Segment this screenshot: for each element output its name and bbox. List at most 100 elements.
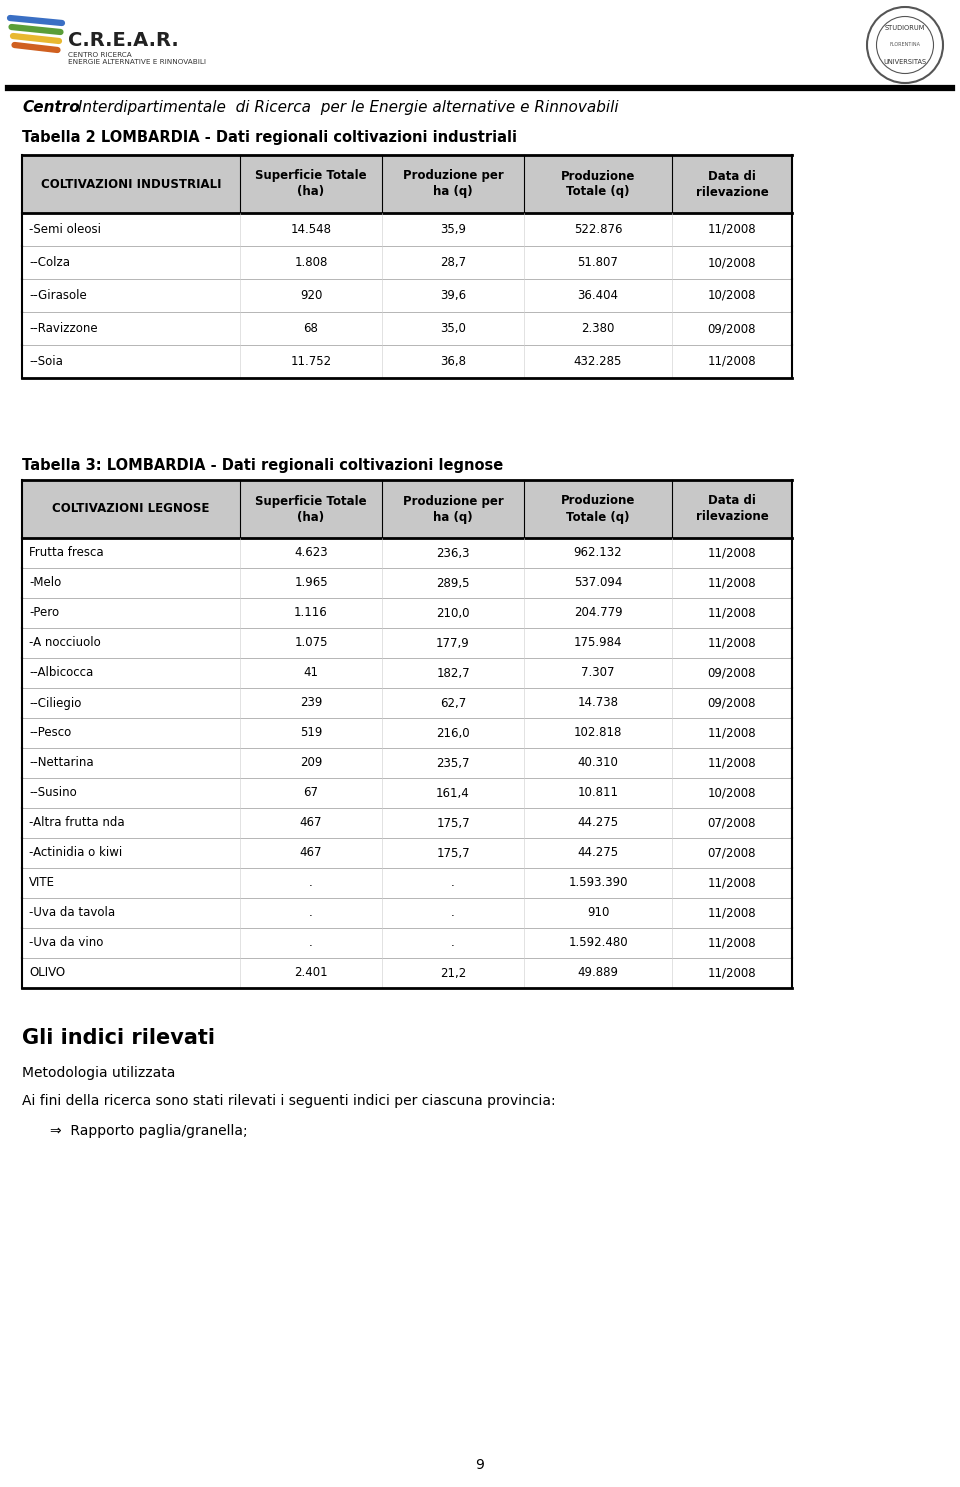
Text: 44.275: 44.275 [577, 846, 618, 859]
Text: --Pesco: --Pesco [29, 727, 71, 739]
Text: Superficie Totale
(ha): Superficie Totale (ha) [255, 495, 367, 523]
Text: 175,7: 175,7 [436, 816, 469, 830]
Text: 35,9: 35,9 [440, 223, 466, 236]
Text: Centro: Centro [22, 100, 80, 114]
Bar [22, 568, 792, 598]
Text: 11/2008: 11/2008 [708, 223, 756, 236]
Text: 182,7: 182,7 [436, 666, 469, 680]
Text: CENTRO RICERCA: CENTRO RICERCA [68, 52, 132, 58]
Text: 467: 467 [300, 816, 323, 830]
Text: 910: 910 [587, 907, 610, 919]
Text: --Soia: --Soia [29, 355, 62, 367]
Text: 11/2008: 11/2008 [708, 727, 756, 739]
Bar [22, 659, 792, 688]
Text: 49.889: 49.889 [578, 967, 618, 980]
Text: Data di
rilevazione: Data di rilevazione [696, 495, 768, 523]
Text: 62,7: 62,7 [440, 696, 467, 709]
Text: 1.965: 1.965 [294, 577, 327, 589]
Text: .: . [309, 907, 313, 919]
Text: 07/2008: 07/2008 [708, 846, 756, 859]
Text: -Pero: -Pero [29, 607, 60, 620]
Text: Data di
rilevazione: Data di rilevazione [696, 170, 768, 198]
Bar [22, 155, 792, 213]
Bar [22, 748, 792, 778]
Text: 2.401: 2.401 [294, 967, 327, 980]
Text: 09/2008: 09/2008 [708, 323, 756, 335]
Text: --Susino: --Susino [29, 787, 77, 800]
Bar [22, 538, 792, 568]
Text: --Nettarina: --Nettarina [29, 757, 94, 769]
Text: 36,8: 36,8 [440, 355, 466, 367]
Text: 537.094: 537.094 [574, 577, 622, 589]
Text: Produzione
Totale (q): Produzione Totale (q) [561, 170, 636, 198]
Text: 210,0: 210,0 [436, 607, 469, 620]
Text: Tabella 3: LOMBARDIA - Dati regionali coltivazioni legnose: Tabella 3: LOMBARDIA - Dati regionali co… [22, 458, 503, 473]
Text: 10/2008: 10/2008 [708, 288, 756, 302]
Bar [22, 245, 792, 280]
Bar [22, 839, 792, 868]
Text: 21,2: 21,2 [440, 967, 467, 980]
Bar [22, 213, 792, 245]
Text: 1.593.390: 1.593.390 [568, 876, 628, 889]
Text: 10/2008: 10/2008 [708, 256, 756, 269]
Text: --Colza: --Colza [29, 256, 70, 269]
Text: 4.623: 4.623 [294, 547, 327, 559]
Text: 67: 67 [303, 787, 319, 800]
Text: 522.876: 522.876 [574, 223, 622, 236]
Text: 175.984: 175.984 [574, 636, 622, 650]
Text: 10.811: 10.811 [578, 787, 618, 800]
Bar [22, 778, 792, 807]
Text: COLTIVAZIONI LEGNOSE: COLTIVAZIONI LEGNOSE [52, 503, 209, 516]
Text: Produzione per
ha (q): Produzione per ha (q) [402, 170, 503, 198]
Text: 11/2008: 11/2008 [708, 577, 756, 589]
Text: Produzione
Totale (q): Produzione Totale (q) [561, 495, 636, 523]
Text: C.R.E.A.R.: C.R.E.A.R. [68, 31, 179, 51]
Text: COLTIVAZIONI INDUSTRIALI: COLTIVAZIONI INDUSTRIALI [40, 177, 221, 190]
Bar [22, 807, 792, 839]
Bar [22, 718, 792, 748]
Bar [22, 598, 792, 628]
Text: .: . [309, 937, 313, 950]
Text: STUDIORUM: STUDIORUM [885, 25, 925, 31]
Text: 209: 209 [300, 757, 323, 769]
Text: 11/2008: 11/2008 [708, 757, 756, 769]
Text: -A nocciuolo: -A nocciuolo [29, 636, 101, 650]
Text: -Actinidia o kiwi: -Actinidia o kiwi [29, 846, 122, 859]
Text: 68: 68 [303, 323, 319, 335]
Text: Gli indici rilevati: Gli indici rilevati [22, 1028, 215, 1048]
Text: -Uva da tavola: -Uva da tavola [29, 907, 115, 919]
Text: 40.310: 40.310 [578, 757, 618, 769]
Text: 51.807: 51.807 [578, 256, 618, 269]
Text: 9: 9 [475, 1457, 485, 1472]
Bar [22, 898, 792, 928]
Text: 920: 920 [300, 288, 323, 302]
Text: 175,7: 175,7 [436, 846, 469, 859]
Text: 11/2008: 11/2008 [708, 876, 756, 889]
Text: 36.404: 36.404 [578, 288, 618, 302]
Text: 216,0: 216,0 [436, 727, 469, 739]
Text: 44.275: 44.275 [577, 816, 618, 830]
Bar [22, 928, 792, 958]
Text: 519: 519 [300, 727, 323, 739]
Bar [22, 345, 792, 378]
Text: Ai fini della ricerca sono stati rilevati i seguenti indici per ciascuna provinc: Ai fini della ricerca sono stati rilevat… [22, 1094, 556, 1108]
Bar [22, 688, 792, 718]
Text: 09/2008: 09/2008 [708, 666, 756, 680]
Text: 11/2008: 11/2008 [708, 937, 756, 950]
Text: 11/2008: 11/2008 [708, 967, 756, 980]
Text: -Semi oleosi: -Semi oleosi [29, 223, 101, 236]
Text: Frutta fresca: Frutta fresca [29, 547, 104, 559]
Bar [22, 280, 792, 312]
Text: 11/2008: 11/2008 [708, 607, 756, 620]
Text: 962.132: 962.132 [574, 547, 622, 559]
Text: 35,0: 35,0 [440, 323, 466, 335]
Text: .: . [451, 937, 455, 950]
Text: --Girasole: --Girasole [29, 288, 86, 302]
Text: 11/2008: 11/2008 [708, 907, 756, 919]
Text: OLIVO: OLIVO [29, 967, 65, 980]
Text: -Melo: -Melo [29, 577, 61, 589]
Text: --Ravizzone: --Ravizzone [29, 323, 98, 335]
Text: 239: 239 [300, 696, 323, 709]
Text: 10/2008: 10/2008 [708, 787, 756, 800]
Text: .: . [451, 907, 455, 919]
